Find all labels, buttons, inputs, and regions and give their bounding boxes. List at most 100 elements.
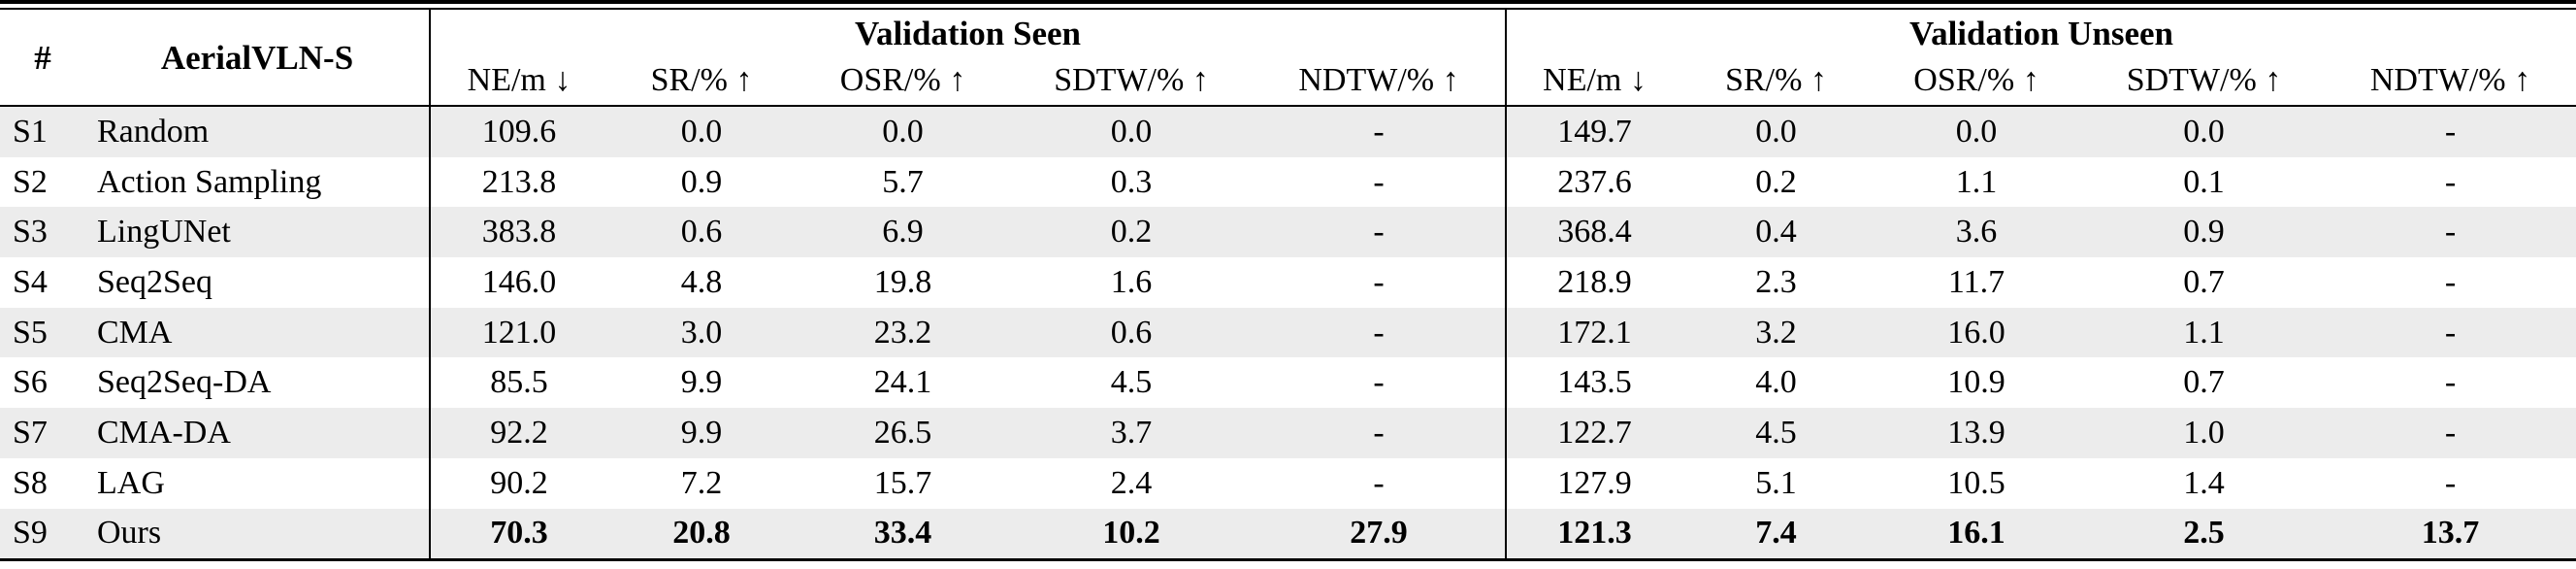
metric-value: - <box>1373 464 1385 501</box>
table-row: S7 CMA-DA 92.2 9.9 26.5 3.7 - 122.7 4.5 13.9 1.0 - <box>0 408 2576 458</box>
method-name: LAG <box>97 464 165 501</box>
metric-value: - <box>1373 113 1385 150</box>
table-row: S5 CMA 121.0 3.0 23.2 0.6 - 172.1 3.2 16.0 1.1 - <box>0 307 2576 358</box>
metric-header-seen-4: NDTW/% ↑ <box>1253 56 1506 107</box>
metric-value: 383.8 <box>429 207 607 258</box>
metric-value: - <box>2444 414 2457 451</box>
metric-value: 7.4 <box>1682 508 1870 562</box>
metric-value: 2.5 <box>2083 508 2325 562</box>
metric-value: 2.3 <box>1755 263 1797 300</box>
metric-value: 3.6 <box>1955 214 1998 251</box>
metric-value: 0.6 <box>1110 314 1153 351</box>
metric-value: - <box>2444 214 2457 251</box>
table-row: S3 LingUNet 383.8 0.6 6.9 0.2 - 368.4 0.4 3.6 0.9 - <box>0 207 2576 258</box>
metric-value: 0.0 <box>1110 113 1153 150</box>
row-id: S5 <box>13 314 48 351</box>
metric-value: 19.8 <box>873 263 932 300</box>
metric-value: 0.0 <box>1755 113 1797 150</box>
metric-value: 16.1 <box>1870 508 2083 562</box>
metric-value: 23.2 <box>873 314 932 351</box>
table-title: AerialVLN-S <box>85 10 430 107</box>
metric-value: - <box>1373 414 1385 451</box>
metric-value: 0.2 <box>1755 163 1797 200</box>
metric-value: - <box>1373 163 1385 200</box>
metric-value: 0.7 <box>2183 263 2225 300</box>
metric-value: 6.9 <box>882 214 924 251</box>
metric-header-unseen-3: SDTW/% ↑ <box>2083 56 2325 107</box>
metric-value: 127.9 <box>1505 457 1682 509</box>
metric-value: 0.7 <box>2183 364 2225 401</box>
row-id: S2 <box>13 163 48 200</box>
metric-value: 26.5 <box>873 414 932 451</box>
metric-value: 20.8 <box>607 508 796 562</box>
metric-value: 0.4 <box>1755 214 1797 251</box>
method-name: LingUNet <box>97 214 231 251</box>
metric-value: 4.5 <box>1755 414 1797 451</box>
row-id: S6 <box>13 364 48 401</box>
metric-value: 10.9 <box>1947 364 2005 401</box>
metric-value: 1.6 <box>1110 263 1153 300</box>
method-name: Ours <box>85 508 430 562</box>
metric-value: 4.8 <box>680 263 723 300</box>
metric-value: 27.9 <box>1253 508 1506 562</box>
metric-value: 33.4 <box>796 508 1010 562</box>
metric-value: 3.0 <box>680 314 723 351</box>
method-name: CMA <box>97 314 173 351</box>
metric-value: - <box>2444 263 2457 300</box>
metric-value: 7.2 <box>680 464 723 501</box>
metric-value: 1.1 <box>2183 314 2225 351</box>
metric-value: 0.0 <box>2183 113 2225 150</box>
metric-value: 16.0 <box>1947 314 2005 351</box>
metric-value: - <box>2444 113 2457 150</box>
metric-value: - <box>2444 464 2457 501</box>
metric-value: 109.6 <box>429 106 607 157</box>
top-rule-thick <box>0 0 2576 4</box>
metric-value: 122.7 <box>1505 408 1682 458</box>
top-rule-gap <box>0 4 2576 8</box>
metric-value: 0.2 <box>1110 214 1153 251</box>
method-name: CMA-DA <box>97 414 231 451</box>
metric-value: 70.3 <box>429 508 607 562</box>
group-header-validation-seen: Validation Seen <box>429 10 1506 56</box>
method-name: Seq2Seq-DA <box>97 364 272 401</box>
metric-value: 1.1 <box>1955 163 1998 200</box>
method-name: Action Sampling <box>97 163 322 200</box>
metric-value: 213.8 <box>429 156 607 208</box>
metric-value: 9.9 <box>680 364 723 401</box>
group-header-row: # AerialVLN-S Validation Seen Validation… <box>0 10 2576 107</box>
metric-value: 143.5 <box>1505 357 1682 409</box>
method-name: Seq2Seq <box>97 263 212 300</box>
metric-value: - <box>1373 263 1385 300</box>
metric-value: 1.0 <box>2183 414 2225 451</box>
metric-value: - <box>1373 364 1385 401</box>
column-header-id: # <box>0 10 85 107</box>
metric-value: 24.1 <box>873 364 932 401</box>
metric-header-unseen-4: NDTW/% ↑ <box>2325 56 2576 107</box>
metric-value: 3.7 <box>1110 414 1153 451</box>
metric-value: 0.1 <box>2183 163 2225 200</box>
group-header-validation-unseen: Validation Unseen <box>1505 10 2576 56</box>
metric-value: 218.9 <box>1505 257 1682 308</box>
method-name: Random <box>97 113 210 150</box>
metric-header-unseen-1: SR/% ↑ <box>1682 56 1870 107</box>
metric-value: 0.0 <box>680 113 723 150</box>
table-row: S1 Random 109.6 0.0 0.0 0.0 - 149.7 0.0 0.0 0.0 - <box>0 106 2576 157</box>
metric-value: 0.9 <box>2183 214 2225 251</box>
metric-header-unseen-2: OSR/% ↑ <box>1870 56 2083 107</box>
table-row: S4 Seq2Seq 146.0 4.8 19.8 1.6 - 218.9 2.3 11.7 0.7… <box>0 257 2576 308</box>
table-body: S1 Random 109.6 0.0 0.0 0.0-149.7 0.0 0.0 0.0- S2… <box>0 106 2576 562</box>
metric-header-seen-1: SR/% ↑ <box>607 56 796 107</box>
metric-value: 0.0 <box>1955 113 1998 150</box>
metric-value: 4.5 <box>1110 364 1153 401</box>
metric-value: 15.7 <box>873 464 932 501</box>
metric-value: 90.2 <box>429 457 607 509</box>
row-id: S1 <box>13 113 48 150</box>
metric-value: 146.0 <box>429 257 607 308</box>
row-id: S4 <box>13 263 48 300</box>
row-id: S7 <box>13 414 48 451</box>
metric-value: 2.4 <box>1110 464 1153 501</box>
metric-value: 368.4 <box>1505 207 1682 258</box>
metric-value: 172.1 <box>1505 307 1682 358</box>
metric-header-seen-2: OSR/% ↑ <box>796 56 1010 107</box>
